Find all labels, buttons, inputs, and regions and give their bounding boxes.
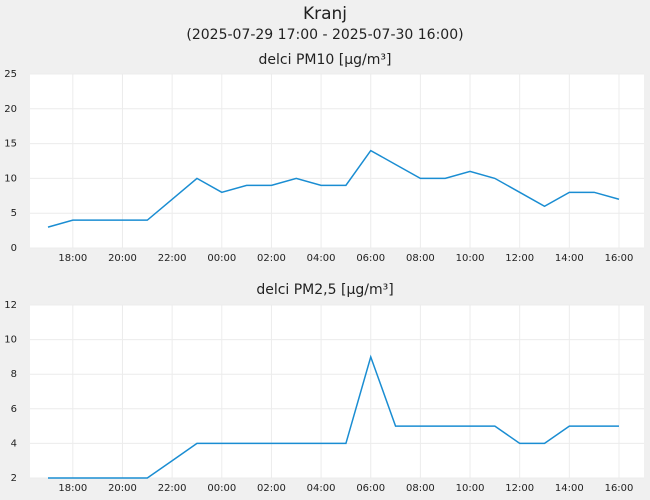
x-tick-label: 20:00 (108, 483, 137, 494)
y-tick-label: 25 (4, 69, 17, 80)
y-tick-label: 6 (11, 404, 17, 415)
data-line (47, 149, 620, 228)
x-tick-label: 18:00 (58, 253, 87, 264)
plot-area (30, 305, 644, 478)
y-tick-label: 10 (4, 173, 17, 184)
x-tick-label: 04:00 (307, 253, 336, 264)
y-tick-label: 5 (11, 208, 17, 219)
y-tick-label: 2 (11, 473, 17, 484)
x-tick-label: 06:00 (356, 483, 385, 494)
y-tick-label: 20 (4, 104, 17, 115)
x-tick-label: 12:00 (505, 483, 534, 494)
x-tick-label: 22:00 (158, 253, 187, 264)
x-tick-label: 10:00 (456, 253, 485, 264)
x-tick-label: 00:00 (207, 253, 236, 264)
page-subtitle: (2025-07-29 17:00 - 2025-07-30 16:00) (186, 27, 463, 43)
x-tick-label: 12:00 (505, 253, 534, 264)
chart-title: delci PM10 [µg/m³] (259, 52, 392, 68)
x-tick-label: 18:00 (58, 483, 87, 494)
x-tick-label: 14:00 (555, 483, 584, 494)
y-tick-label: 15 (4, 139, 17, 150)
x-tick-label: 06:00 (356, 253, 385, 264)
x-tick-label: 10:00 (456, 483, 485, 494)
x-tick-label: 02:00 (257, 253, 286, 264)
y-tick-label: 0 (11, 243, 17, 254)
x-tick-label: 00:00 (207, 483, 236, 494)
x-tick-label: 02:00 (257, 483, 286, 494)
y-tick-label: 10 (4, 335, 17, 346)
y-tick-label: 12 (4, 300, 17, 311)
x-tick-label: 16:00 (605, 253, 634, 264)
page-title: Kranj (303, 4, 347, 24)
chart-title: delci PM2,5 [µg/m³] (256, 282, 393, 298)
x-tick-label: 08:00 (406, 483, 435, 494)
y-tick-label: 4 (11, 438, 17, 449)
data-line (48, 354, 619, 479)
x-tick-label: 16:00 (605, 483, 634, 494)
x-tick-label: 08:00 (406, 253, 435, 264)
x-tick-label: 22:00 (158, 483, 187, 494)
x-tick-label: 14:00 (555, 253, 584, 264)
x-tick-label: 20:00 (108, 253, 137, 264)
y-tick-label: 8 (11, 369, 17, 380)
plot-area (30, 74, 644, 248)
x-tick-label: 04:00 (307, 483, 336, 494)
